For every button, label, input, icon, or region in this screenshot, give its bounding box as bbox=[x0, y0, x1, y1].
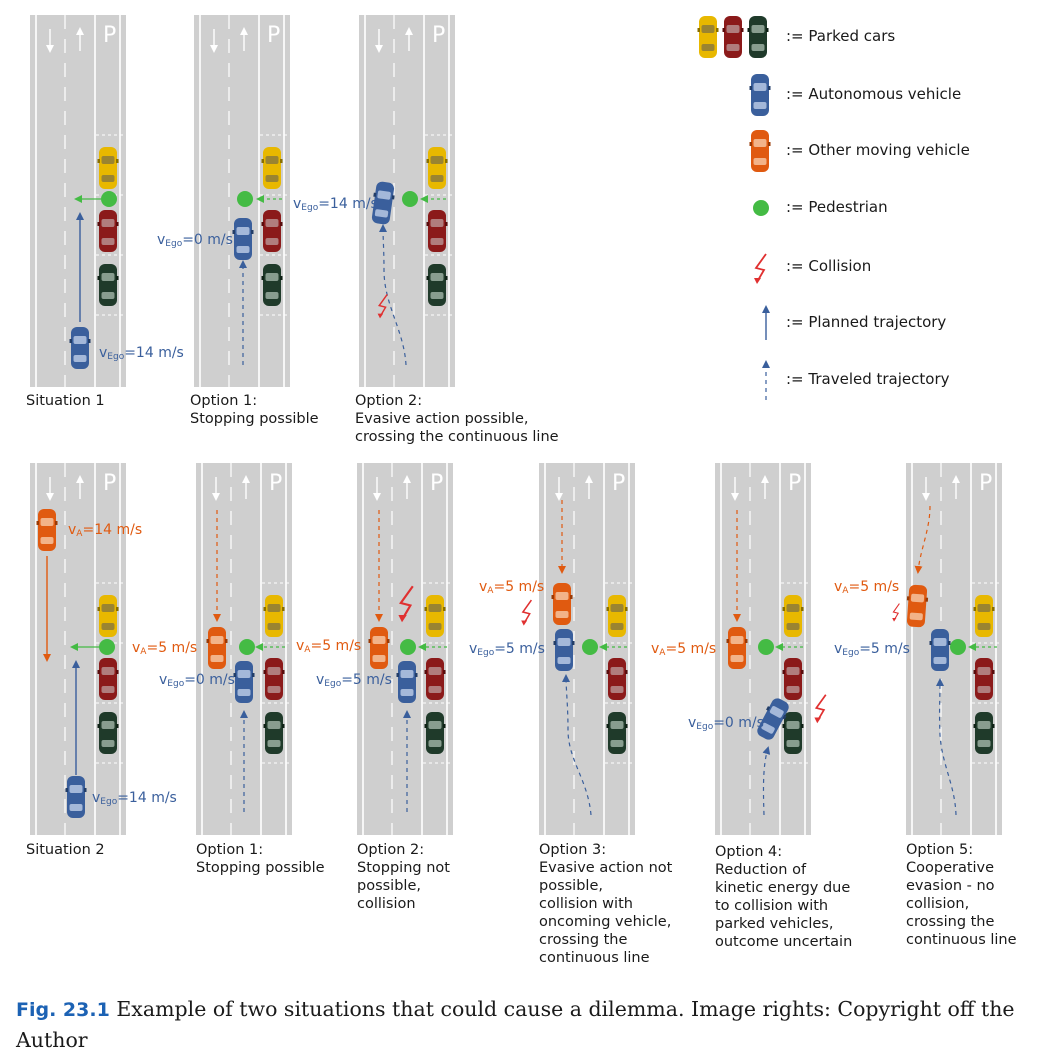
parking-letter: P bbox=[432, 23, 446, 48]
autonomous-vehicle bbox=[65, 776, 87, 818]
velocity-label: vEgo=5 m/s bbox=[469, 641, 545, 658]
pedestrian bbox=[402, 191, 418, 207]
velocity-label: vA=5 m/s bbox=[834, 579, 900, 596]
velocity-label: vA=5 m/s bbox=[651, 641, 717, 658]
collision-icon bbox=[397, 585, 414, 624]
other-vehicle-icon bbox=[749, 130, 771, 172]
label-situation-2: Situation 2 bbox=[26, 842, 105, 858]
legend-autonomous: := Autonomous vehicle bbox=[786, 85, 962, 103]
traveled-trajectory bbox=[562, 674, 592, 816]
collision-icon bbox=[813, 693, 827, 725]
parking-letter: P bbox=[267, 23, 281, 48]
pedestrian bbox=[237, 191, 253, 207]
parking-letter: P bbox=[979, 471, 993, 496]
parking-letter: P bbox=[269, 471, 283, 496]
traveled-trajectory bbox=[935, 678, 957, 816]
velocity-label: vEgo=14 m/s bbox=[99, 345, 184, 362]
parked-dark-icon bbox=[747, 16, 769, 58]
parking-letter: P bbox=[103, 23, 117, 48]
velocity-label: vA=5 m/s bbox=[296, 638, 362, 655]
pedestrian bbox=[400, 639, 416, 655]
parked-cars-s2 bbox=[98, 595, 119, 754]
velocity-label: vEgo=5 m/s bbox=[316, 672, 392, 689]
velocity-label: vEgo=14 m/s bbox=[293, 196, 378, 213]
parked-cars-o3b bbox=[607, 595, 628, 754]
collision-icon bbox=[891, 603, 900, 623]
autonomous-vehicle bbox=[232, 218, 254, 260]
other-vehicle bbox=[551, 583, 573, 625]
traveled-trajectory bbox=[379, 224, 407, 366]
other-vehicle bbox=[36, 509, 58, 551]
autonomous-vehicle bbox=[69, 327, 91, 369]
caption-text: Example of two situations that could cau… bbox=[16, 997, 1015, 1052]
autonomous-vehicle bbox=[396, 661, 418, 703]
parked-cars-s1 bbox=[98, 147, 119, 306]
pedestrian bbox=[582, 639, 598, 655]
parked-cars-o4b bbox=[783, 595, 804, 754]
collision-icon bbox=[520, 599, 533, 627]
velocity-label: vA=5 m/s bbox=[132, 640, 198, 657]
parked-red-icon bbox=[722, 16, 744, 58]
other-vehicle bbox=[905, 584, 929, 628]
traveled-trajectory bbox=[762, 746, 771, 816]
velocity-label: vEgo=0 m/s bbox=[157, 232, 233, 249]
label-situation-1: Situation 1 bbox=[26, 393, 105, 409]
label-option-2a: Option 2: Evasive action possible, cross… bbox=[355, 393, 559, 445]
parked-yellow-icon bbox=[697, 16, 719, 58]
parked-cars-o2b bbox=[425, 595, 446, 754]
label-option-2b: Option 2: Stopping not possible, collisi… bbox=[357, 842, 450, 912]
legend-pedestrian: := Pedestrian bbox=[786, 198, 888, 216]
traveled-trajectory-other bbox=[914, 505, 931, 574]
legend-planned: := Planned trajectory bbox=[786, 313, 947, 331]
collision-icon bbox=[376, 293, 388, 320]
label-option-3b: Option 3: Evasive action not possible, c… bbox=[539, 842, 673, 966]
label-option-5b: Option 5: Cooperative evasion - no colli… bbox=[906, 842, 1017, 948]
collision-icon bbox=[753, 253, 767, 285]
autonomous-vehicle bbox=[929, 629, 951, 671]
parked-cars-o2a bbox=[427, 147, 448, 306]
parked-cars-o1b bbox=[264, 595, 285, 754]
pedestrian bbox=[950, 639, 966, 655]
figure-caption: Fig. 23.1 Example of two situations that… bbox=[16, 994, 1036, 1055]
label-option-4b: Option 4: Reduction of kinetic energy du… bbox=[715, 844, 853, 950]
legend-collision: := Collision bbox=[786, 257, 872, 275]
autonomous-vehicle-icon bbox=[749, 74, 771, 116]
legend-traveled: := Traveled trajectory bbox=[786, 370, 950, 388]
figure-number: Fig. 23.1 bbox=[16, 999, 110, 1021]
label-option-1a: Option 1: Stopping possible bbox=[190, 393, 319, 427]
autonomous-vehicle bbox=[233, 661, 255, 703]
parking-letter: P bbox=[788, 471, 802, 496]
velocity-label: vEgo=14 m/s bbox=[92, 790, 177, 807]
velocity-label: vA=5 m/s bbox=[479, 579, 545, 596]
other-vehicle bbox=[206, 627, 228, 669]
parking-letter: P bbox=[430, 471, 444, 496]
pedestrian bbox=[99, 639, 115, 655]
other-vehicle bbox=[368, 627, 390, 669]
velocity-label: vEgo=0 m/s bbox=[159, 672, 235, 689]
parking-letter: P bbox=[612, 471, 626, 496]
pedestrian bbox=[239, 639, 255, 655]
parked-cars-o5b bbox=[974, 595, 995, 754]
parked-cars-o1a bbox=[262, 147, 283, 306]
label-option-1b: Option 1: Stopping possible bbox=[196, 842, 325, 876]
legend-other: := Other moving vehicle bbox=[786, 141, 970, 159]
other-vehicle bbox=[726, 627, 748, 669]
pedestrian bbox=[101, 191, 117, 207]
parking-letter: P bbox=[103, 471, 117, 496]
legend-parked: := Parked cars bbox=[786, 27, 896, 45]
pedestrian bbox=[758, 639, 774, 655]
velocity-label: vEgo=5 m/s bbox=[834, 641, 910, 658]
velocity-label: vEgo=0 m/s bbox=[688, 715, 764, 732]
velocity-label: vA=14 m/s bbox=[68, 522, 143, 539]
autonomous-vehicle bbox=[553, 629, 575, 671]
pedestrian-icon bbox=[753, 200, 769, 216]
